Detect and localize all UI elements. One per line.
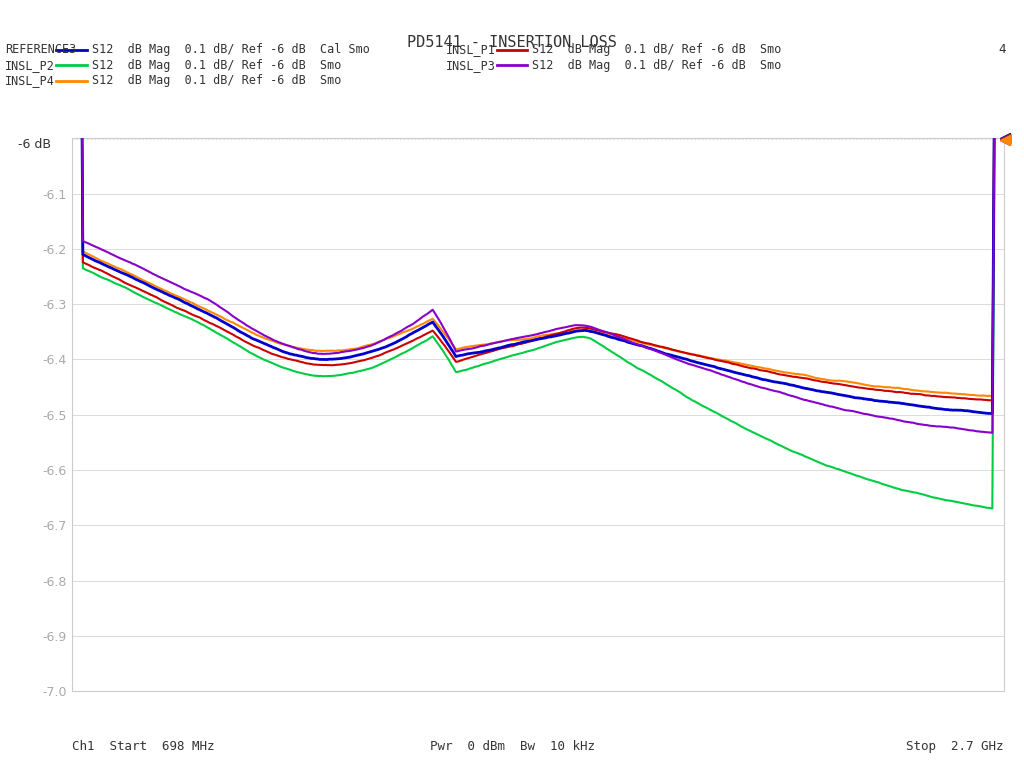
- Text: S12  dB Mag  0.1 dB/ Ref -6 dB  Smo: S12 dB Mag 0.1 dB/ Ref -6 dB Smo: [532, 59, 782, 71]
- Text: PD5141 - INSERTION LOSS: PD5141 - INSERTION LOSS: [408, 35, 616, 50]
- Text: -6 dB: -6 dB: [18, 138, 51, 151]
- Text: INSL_P3: INSL_P3: [445, 59, 496, 71]
- Text: S12  dB Mag  0.1 dB/ Ref -6 dB  Cal Smo: S12 dB Mag 0.1 dB/ Ref -6 dB Cal Smo: [92, 44, 370, 56]
- Text: S12  dB Mag  0.1 dB/ Ref -6 dB  Smo: S12 dB Mag 0.1 dB/ Ref -6 dB Smo: [92, 74, 342, 87]
- Text: S12  dB Mag  0.1 dB/ Ref -6 dB  Smo: S12 dB Mag 0.1 dB/ Ref -6 dB Smo: [532, 44, 782, 56]
- Text: INSL_P4: INSL_P4: [5, 74, 55, 87]
- Text: INSL_P2: INSL_P2: [5, 59, 55, 71]
- Text: Pwr  0 dBm  Bw  10 kHz: Pwr 0 dBm Bw 10 kHz: [429, 740, 595, 753]
- Text: INSL_P1: INSL_P1: [445, 44, 496, 56]
- Text: 4: 4: [998, 44, 1006, 56]
- Text: Stop  2.7 GHz: Stop 2.7 GHz: [906, 740, 1004, 753]
- Text: Ch1  Start  698 MHz: Ch1 Start 698 MHz: [72, 740, 214, 753]
- Text: S12  dB Mag  0.1 dB/ Ref -6 dB  Smo: S12 dB Mag 0.1 dB/ Ref -6 dB Smo: [92, 59, 342, 71]
- Text: REFERENCE3: REFERENCE3: [5, 44, 77, 56]
